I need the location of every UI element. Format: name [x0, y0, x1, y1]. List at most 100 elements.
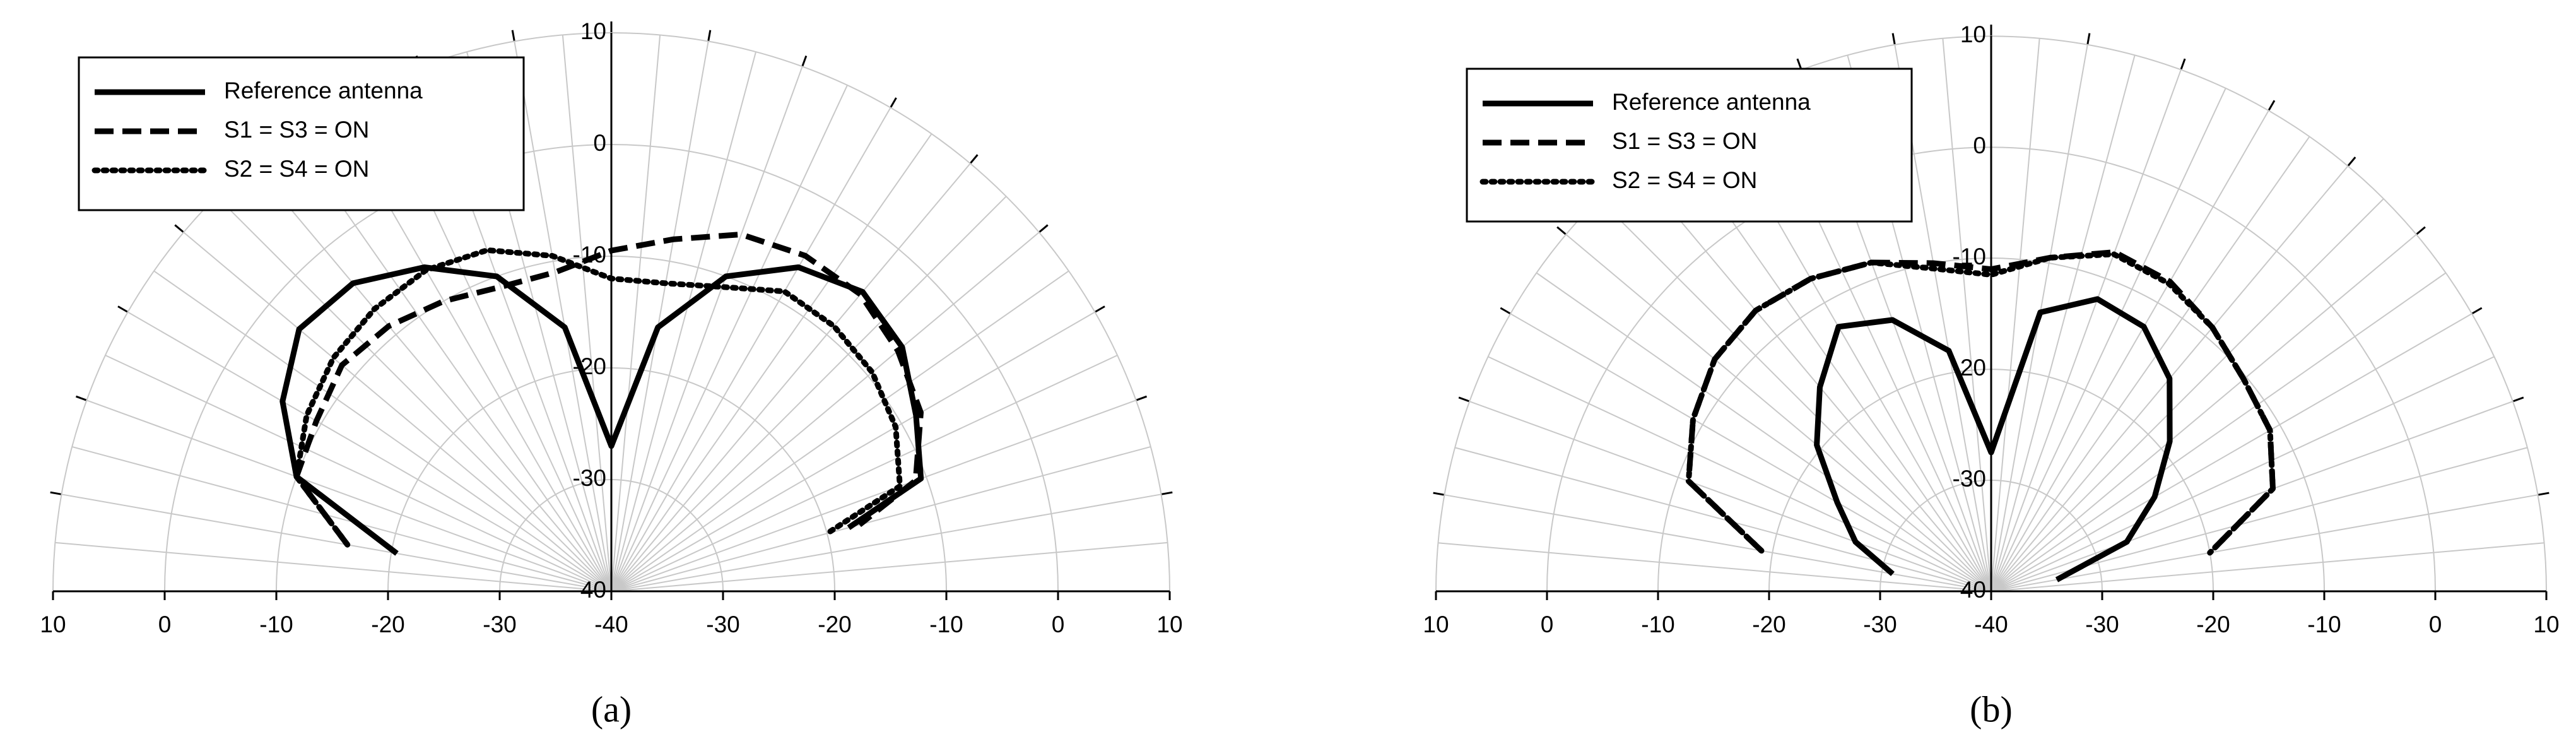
spoke [1991, 38, 2040, 592]
outer-tick [890, 97, 897, 109]
x-tick-label: -30 [2085, 611, 2119, 637]
panel-label: (a) [591, 688, 632, 729]
panel-label: (b) [1970, 688, 2013, 729]
spoke [71, 446, 612, 592]
r-tick-label: 0 [593, 130, 606, 156]
r-tick-label: 10 [580, 18, 606, 44]
spoke [1438, 542, 1992, 592]
outer-tick [2538, 492, 2550, 496]
outer-tick [117, 305, 129, 313]
outer-tick [511, 30, 515, 42]
x-tick-label: 10 [1423, 611, 1449, 637]
x-tick-label: -10 [929, 611, 963, 637]
pattern-line [293, 232, 924, 546]
outer-tick [2471, 307, 2483, 315]
pattern-line [293, 247, 903, 548]
outer-tick [1891, 33, 1896, 45]
spoke [611, 133, 932, 592]
spoke [1991, 401, 2514, 592]
outer-tick [2086, 33, 2091, 45]
spoke [611, 493, 1162, 592]
outer-tick [174, 224, 185, 233]
spoke [1991, 356, 2495, 592]
x-tick-label: 0 [158, 611, 172, 637]
outer-tick [1038, 224, 1049, 233]
spoke [1991, 69, 2182, 592]
spoke [611, 107, 891, 592]
spoke [1991, 272, 2447, 592]
spoke [1991, 233, 2417, 592]
outer-tick [1433, 492, 1445, 496]
spoke [611, 41, 709, 592]
spoke [1942, 38, 1992, 592]
r-tick-label: -30 [1953, 466, 1986, 492]
outer-tick [2267, 100, 2276, 111]
spoke [1633, 165, 1992, 592]
legend-label: Reference antenna [224, 78, 423, 103]
spoke [611, 196, 1007, 592]
spoke [562, 35, 612, 592]
spoke [1991, 542, 2544, 592]
outer-tick [2512, 396, 2524, 403]
outer-tick [1161, 491, 1173, 495]
x-tick-label: -10 [259, 611, 293, 637]
outer-tick [1136, 395, 1148, 401]
x-tick-label: -10 [2307, 611, 2341, 637]
spoke [1488, 356, 1992, 592]
x-tick-label: -20 [818, 611, 851, 637]
spoke [1991, 110, 2269, 592]
r-tick-label: 10 [1960, 21, 1986, 47]
r-tick-label: -40 [573, 577, 606, 603]
pattern-line [1685, 251, 2276, 556]
spoke [1991, 88, 2226, 592]
spoke [252, 163, 612, 592]
spoke [1510, 313, 1992, 592]
x-tick-label: -30 [706, 611, 739, 637]
spoke [611, 232, 1040, 592]
legend-label: Reference antenna [1612, 89, 1811, 115]
spoke [514, 41, 612, 592]
spoke [55, 541, 612, 592]
spoke [611, 85, 848, 592]
x-tick-label: 0 [1052, 611, 1065, 637]
spoke [1991, 136, 2310, 592]
x-tick-label: 10 [40, 611, 66, 637]
spoke [183, 232, 612, 592]
r-tick-label: 0 [1973, 133, 1986, 158]
outer-tick [2416, 226, 2426, 235]
outer-tick [707, 30, 712, 42]
x-tick-label: -30 [1863, 611, 1897, 637]
x-tick-label: -20 [2196, 611, 2230, 637]
x-tick-label: -40 [1974, 611, 2008, 637]
r-tick-label: -30 [573, 465, 606, 491]
outer-tick [1796, 58, 1803, 70]
x-tick-label: 10 [1156, 611, 1182, 637]
outer-tick [969, 154, 979, 165]
spoke [86, 399, 612, 592]
spoke [611, 270, 1069, 592]
x-tick-label: -30 [483, 611, 516, 637]
spoke [1536, 272, 1992, 592]
outer-tick [50, 491, 62, 495]
x-tick-label: -20 [1752, 611, 1785, 637]
spoke [1565, 233, 1992, 592]
outer-tick [1500, 307, 1511, 315]
spoke [611, 446, 1151, 592]
spoke [1991, 494, 2538, 592]
outer-tick [1556, 226, 1567, 235]
outer-tick [1094, 305, 1105, 313]
spoke [611, 163, 971, 592]
outer-tick [801, 55, 808, 67]
legend-label: S2 = S4 = ON [1612, 167, 1757, 193]
spoke [1991, 198, 2384, 592]
legend-label: S1 = S3 = ON [224, 117, 369, 143]
spoke [611, 35, 661, 592]
spoke [611, 66, 803, 592]
spoke [1469, 401, 1992, 592]
x-tick-label: -10 [1641, 611, 1674, 637]
spoke [61, 493, 612, 592]
spoke [1991, 313, 2473, 592]
spoke [611, 51, 757, 592]
